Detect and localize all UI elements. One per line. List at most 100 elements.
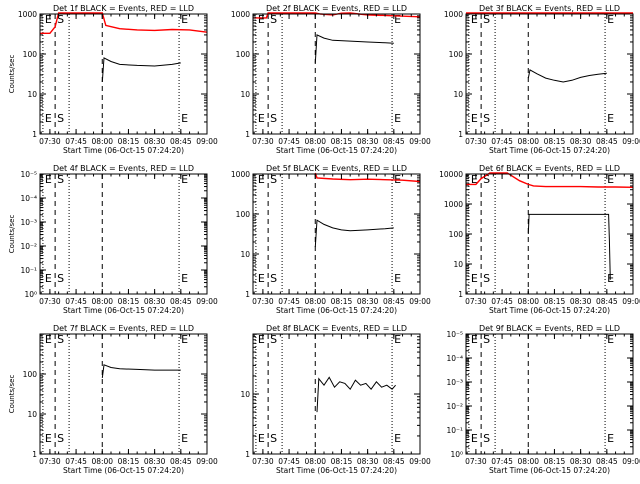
y-tick-label: 10⁰ bbox=[450, 450, 463, 459]
y-tick-label: 10⁻⁵ bbox=[446, 330, 463, 339]
x-tick-label: 07:45 bbox=[278, 297, 300, 306]
y-tick-label: 10⁻¹ bbox=[446, 426, 463, 435]
series-line-lld bbox=[466, 172, 634, 188]
plot-frame bbox=[39, 13, 208, 135]
marker-label-top: E bbox=[181, 333, 188, 346]
chart-title: Det 2f BLACK = Events, RED = LLD bbox=[266, 4, 407, 13]
x-tick-label: 08:00 bbox=[91, 137, 113, 146]
y-tick-label: 100 bbox=[23, 50, 38, 59]
plot-frame bbox=[39, 173, 208, 295]
chart-panel-8: Det 8f BLACK = Events, RED = LLDEESSEE11… bbox=[240, 324, 431, 475]
series-line-events bbox=[314, 219, 394, 248]
y-tick-label: 1 bbox=[32, 130, 37, 139]
x-tick-label: 07:45 bbox=[65, 297, 87, 306]
x-tick-label: 07:45 bbox=[65, 457, 87, 466]
y-tick-label: 10 bbox=[240, 390, 250, 399]
x-tick-label: 07:30 bbox=[465, 297, 487, 306]
chart-title: Det 8f BLACK = Events, RED = LLD bbox=[266, 324, 407, 333]
marker-label-bottom: E bbox=[181, 272, 188, 285]
marker-label-top: E bbox=[394, 333, 401, 346]
marker-label-top: S bbox=[57, 333, 64, 346]
y-tick-label: 10 bbox=[453, 90, 463, 99]
y-tick-label: 10⁰ bbox=[24, 290, 37, 299]
marker-label-bottom: E bbox=[607, 432, 614, 445]
marker-label-top: E bbox=[607, 333, 614, 346]
x-tick-label: 09:00 bbox=[196, 137, 218, 146]
x-tick-label: 08:00 bbox=[304, 137, 326, 146]
x-tick-label: 09:00 bbox=[622, 457, 640, 466]
x-axis-label: Start Time (06-Oct-15 07:24:20) bbox=[63, 466, 184, 475]
chart-panel-5: Det 5f BLACK = Events, RED = LLDEESSEE11… bbox=[231, 164, 431, 315]
marker-label-top: S bbox=[483, 333, 490, 346]
series-line-events bbox=[527, 69, 607, 83]
y-tick-label: 10⁻⁴ bbox=[20, 194, 37, 203]
x-tick-label: 07:30 bbox=[39, 137, 61, 146]
marker-label-bottom: E bbox=[394, 272, 401, 285]
y-tick-label: 1000 bbox=[231, 10, 250, 19]
y-tick-label: 1 bbox=[458, 130, 463, 139]
marker-label-bottom: S bbox=[57, 432, 64, 445]
chart-panel-4: Det 4f BLACK = Events, RED = LLDEESSEE10… bbox=[8, 164, 218, 315]
x-tick-label: 07:30 bbox=[252, 297, 274, 306]
y-tick-label: 10⁻⁴ bbox=[446, 354, 463, 363]
y-tick-label: 100 bbox=[449, 230, 464, 239]
marker-label-top: E bbox=[45, 173, 52, 186]
x-tick-label: 08:00 bbox=[304, 297, 326, 306]
x-tick-label: 08:45 bbox=[170, 457, 192, 466]
marker-label-top: S bbox=[57, 13, 64, 26]
marker-label-bottom: S bbox=[270, 112, 277, 125]
y-tick-label: 10 bbox=[240, 90, 250, 99]
marker-label-bottom: E bbox=[471, 432, 478, 445]
x-axis-label: Start Time (06-Oct-15 07:24:20) bbox=[63, 306, 184, 315]
series-line-events bbox=[527, 213, 611, 280]
y-tick-label: 1 bbox=[245, 130, 250, 139]
x-tick-label: 07:30 bbox=[39, 297, 61, 306]
marker-label-bottom: E bbox=[607, 112, 614, 125]
x-tick-label: 07:30 bbox=[465, 457, 487, 466]
marker-label-top: E bbox=[45, 333, 52, 346]
y-tick-label: 1 bbox=[245, 450, 250, 459]
x-tick-label: 08:45 bbox=[596, 457, 618, 466]
x-tick-label: 08:30 bbox=[357, 137, 379, 146]
marker-label-bottom: E bbox=[471, 272, 478, 285]
x-tick-label: 08:15 bbox=[118, 137, 140, 146]
x-tick-label: 08:45 bbox=[170, 137, 192, 146]
x-tick-label: 08:30 bbox=[357, 457, 379, 466]
x-tick-label: 08:45 bbox=[170, 297, 192, 306]
marker-label-bottom: S bbox=[57, 272, 64, 285]
marker-label-top: E bbox=[471, 333, 478, 346]
x-tick-label: 09:00 bbox=[409, 297, 431, 306]
marker-label-bottom: E bbox=[45, 272, 52, 285]
marker-label-top: E bbox=[607, 13, 614, 26]
marker-label-top: S bbox=[270, 13, 277, 26]
x-tick-label: 08:45 bbox=[383, 457, 405, 466]
marker-label-top: S bbox=[483, 173, 490, 186]
x-tick-label: 09:00 bbox=[196, 297, 218, 306]
marker-label-top: E bbox=[181, 13, 188, 26]
y-tick-label: 10⁻¹ bbox=[20, 266, 37, 275]
x-axis-label: Start Time (06-Oct-15 07:24:20) bbox=[276, 146, 397, 155]
x-axis-label: Start Time (06-Oct-15 07:24:20) bbox=[489, 466, 610, 475]
x-tick-label: 07:45 bbox=[65, 137, 87, 146]
marker-label-top: E bbox=[471, 173, 478, 186]
marker-label-bottom: E bbox=[394, 432, 401, 445]
marker-label-top: S bbox=[483, 13, 490, 26]
series-line-lld bbox=[40, 12, 208, 34]
marker-label-top: E bbox=[394, 13, 401, 26]
chart-panel-9: Det 9f BLACK = Events, RED = LLDEESSEE10… bbox=[446, 324, 640, 475]
x-tick-label: 08:15 bbox=[544, 137, 566, 146]
plot-frame bbox=[465, 13, 634, 135]
y-tick-label: 10⁻² bbox=[20, 242, 37, 251]
marker-label-bottom: S bbox=[483, 432, 490, 445]
x-tick-label: 08:00 bbox=[91, 297, 113, 306]
marker-label-bottom: E bbox=[45, 432, 52, 445]
marker-label-bottom: E bbox=[181, 432, 188, 445]
marker-label-top: E bbox=[258, 13, 265, 26]
y-tick-label: 1 bbox=[32, 450, 37, 459]
series-line-events bbox=[101, 57, 181, 83]
x-tick-label: 08:15 bbox=[331, 297, 353, 306]
chart-panel-3: Det 3f BLACK = Events, RED = LLDEESSEE11… bbox=[444, 4, 640, 155]
x-tick-label: 08:30 bbox=[144, 457, 166, 466]
chart-title: Det 1f BLACK = Events, RED = LLD bbox=[53, 4, 194, 13]
